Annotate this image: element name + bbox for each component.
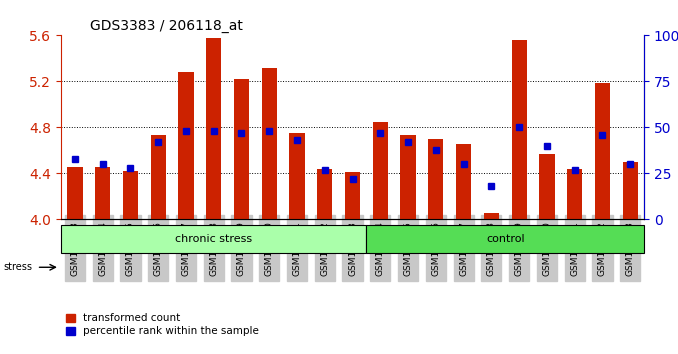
Bar: [95, 166, 111, 219]
Bar: [456, 143, 471, 219]
Bar: [262, 68, 277, 219]
Text: control: control: [486, 234, 525, 244]
Bar: [401, 136, 416, 219]
Bar: [151, 136, 166, 219]
Bar: [234, 79, 249, 219]
Bar: [428, 139, 443, 219]
Bar: [290, 133, 304, 219]
Bar: [484, 212, 499, 219]
Bar: [511, 40, 527, 219]
Bar: [178, 72, 194, 219]
Bar: [345, 172, 360, 219]
Bar: [206, 38, 221, 219]
FancyBboxPatch shape: [366, 225, 644, 253]
Bar: [539, 154, 555, 219]
Bar: [67, 166, 83, 219]
Text: GDS3383 / 206118_at: GDS3383 / 206118_at: [90, 19, 243, 33]
Legend: transformed count, percentile rank within the sample: transformed count, percentile rank withi…: [66, 313, 259, 336]
Bar: [622, 162, 638, 219]
Bar: [595, 82, 610, 219]
Bar: [123, 171, 138, 219]
Bar: [373, 122, 388, 219]
Bar: [317, 169, 332, 219]
Bar: [567, 169, 582, 219]
Text: chronic stress: chronic stress: [175, 234, 252, 244]
FancyBboxPatch shape: [61, 225, 366, 253]
Text: stress: stress: [3, 262, 33, 272]
